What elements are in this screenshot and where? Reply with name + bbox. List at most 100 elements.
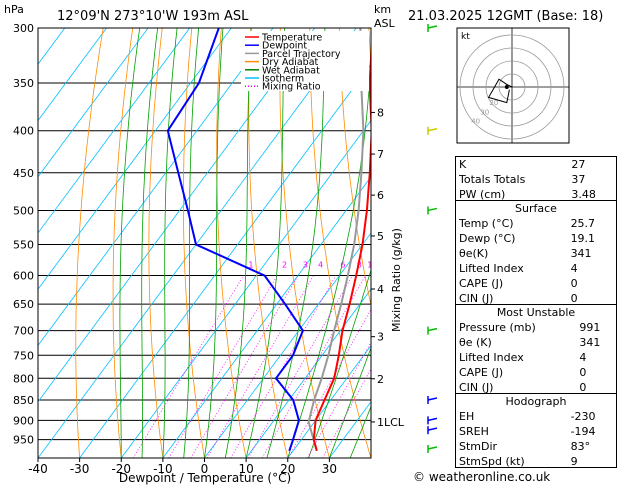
index-row: EH -230 [456,409,616,424]
temperature-line [312,41,371,452]
pressure-tick-label: 650 [13,298,34,311]
index-label: θe(K) [459,247,489,260]
wind-barb [427,444,438,453]
index-value: 0 [579,381,587,394]
isotherm-line [38,28,274,347]
dry-adiabat-line [183,28,205,458]
isotherm-line [38,28,107,122]
index-value: 0 [579,366,587,379]
temperature-tick-label: -40 [28,462,48,476]
hodograph-ring-label: 30 [480,108,489,116]
plot-frame [37,27,372,459]
mixing-ratio-line [322,368,371,458]
index-row: PW (cm) 3.48 [456,187,616,202]
most-unstable-title: Most Unstable [496,306,576,319]
dewpoint-line [166,28,305,452]
index-row: StmSpd (kt) 9 [456,454,616,469]
index-label: StmDir [459,440,498,453]
km-tick-label: 1LCL [377,416,405,429]
hodograph-trace [487,78,513,104]
pressure-tick-label: 450 [13,167,34,180]
hodograph-ring [472,47,552,127]
index-row: Lifted Index 4 [456,350,616,365]
mixing-ratio-label: 1 [248,260,253,269]
dry-adiabat-line [216,28,247,458]
index-label: SREH [459,425,489,438]
hpa-label: hPa [4,3,24,16]
dry-adiabat-line [368,28,371,72]
hodograph-table: EH -230 SREH -194 StmDir 83° StmSpd (kt) 9 [456,409,616,469]
km-tick-label: 6 [377,189,384,202]
wet-adiabat-line [245,28,286,458]
wind-barb-flag [427,25,438,29]
pressure-tick-label: 950 [13,434,34,447]
isotherm-line [79,63,371,458]
km-tick-label: 2 [377,373,384,386]
mixing-ratio-line [168,275,278,458]
wet-adiabat-line [308,268,371,458]
mixing-ratio-line [132,275,244,458]
wind-barb [427,326,438,335]
indices-panel-most-unstable: Most Unstable Pressure (mb) 991 θe (K) 341… [455,304,617,394]
dry-adiabat-line [248,28,289,458]
pressure-tick-label: 700 [13,325,34,338]
index-label: PW (cm) [459,188,506,201]
wind-barb-flag [427,128,438,132]
isotherm-line [245,288,371,458]
wind-barb [427,395,438,404]
mixing-ratio-label: 10 [367,260,377,269]
isotherm-line [38,28,315,403]
mixing-ratio-label: 20 [410,260,420,269]
index-value: 4 [579,351,587,364]
index-label: Totals Totals [459,173,526,186]
index-row: K 27 [456,157,616,172]
isotherm-line [287,344,371,458]
wet-adiabat-line [119,28,141,458]
pressure-tick-label: 300 [13,22,34,35]
date-title: 21.03.2025 12GMT (Base: 18) [408,9,603,24]
index-label: K [459,158,467,171]
index-row: Temp (°C) 25.7 [456,216,616,231]
wind-barb-flag [427,397,438,401]
chart-profiles [166,28,371,452]
indices-table-top: K 27 Totals Totals 37 PW (cm) 3.48 [456,157,616,202]
chart-axes: 3003504004505005506006507007508008509009… [13,22,405,476]
surface-title: Surface [515,202,557,215]
mixing-ratio-label: 6 [340,260,345,269]
index-label: Lifted Index [459,262,524,275]
temperature-tick-label: 20 [280,462,295,476]
mixing-ratio-label: 25 [424,260,434,269]
temperature-tick-label: 0 [201,462,209,476]
index-row: CAPE (J) 0 [456,276,616,291]
wind-barb-flag [427,446,438,450]
legend-label: Mixing Ratio [262,82,321,93]
wind-barb [427,206,438,215]
legend-label: Dewpoint [262,41,307,52]
index-label: Temp (°C) [459,217,514,230]
pressure-tick-label: 800 [13,372,34,385]
index-value: 83° [570,440,591,453]
storm-motion-marker [504,85,509,89]
index-row: Dewp (°C) 19.1 [456,231,616,246]
km-tick-label: 5 [377,230,384,243]
wet-adiabat-line [183,28,199,458]
pressure-tick-label: 900 [13,414,34,427]
dry-adiabat-line [75,28,104,458]
wind-barb [427,416,438,425]
wet-adiabat-line [329,346,371,458]
index-value: 0 [570,292,578,305]
temperature-tick-label: -10 [153,462,173,476]
mixing-ratio-axis-title: Mixing Ratio (g/kg) [390,228,403,332]
wind-barb-flag [427,327,438,332]
index-label: CAPE (J) [459,277,504,290]
pressure-tick-label: 350 [13,77,34,90]
pressure-tick-label: 550 [13,238,34,251]
mixing-ratio-label: 2 [282,260,287,269]
hodograph-ring [459,34,565,140]
isotherm-line [38,28,149,178]
km-label: km [374,3,391,16]
index-row: StmDir 83° [456,439,616,454]
temperature-tick-label: 30 [322,462,337,476]
